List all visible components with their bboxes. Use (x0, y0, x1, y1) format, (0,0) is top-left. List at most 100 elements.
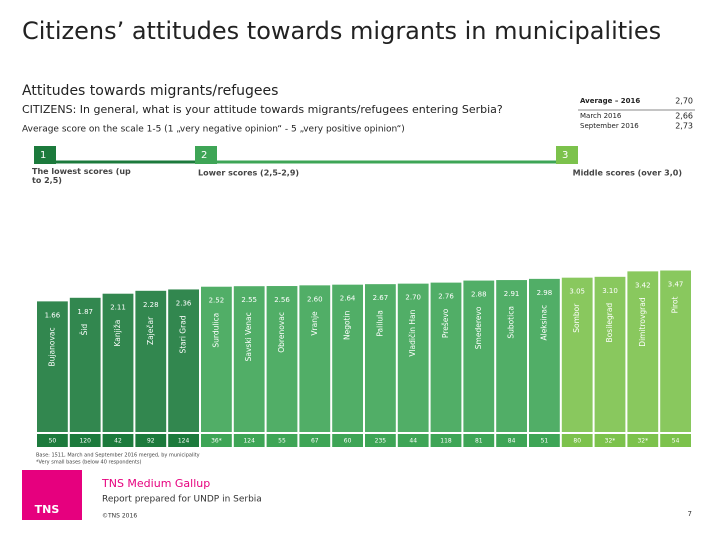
group-number: 2 (201, 150, 207, 161)
value-label: 2.70 (405, 294, 421, 302)
category-label: Šid (80, 324, 89, 336)
base-label: 42 (114, 438, 122, 445)
avg-label: September 2016 (580, 122, 639, 130)
category-label: Preševo (441, 308, 450, 338)
base-label: 124 (178, 438, 190, 445)
base-label: 54 (672, 438, 680, 445)
base-cell (365, 434, 396, 447)
value-label: 2.67 (373, 294, 389, 302)
bar (102, 293, 134, 432)
bar (430, 282, 462, 432)
bar (365, 284, 396, 432)
base-cell (332, 434, 363, 447)
category-label: Stari Grad (179, 315, 188, 353)
base-cell (266, 434, 298, 447)
base-cell (430, 434, 462, 447)
base-label: 81 (475, 438, 483, 445)
value-label: 2.76 (438, 293, 454, 301)
base-note: Base: 1511, March and September 2016 mer… (36, 453, 200, 459)
base-label: 51 (541, 438, 549, 445)
base-cell (299, 434, 331, 447)
value-label: 1.66 (45, 311, 61, 319)
logo (22, 470, 82, 520)
category-label: Pirot (671, 296, 680, 313)
avg-value: 2,70 (675, 97, 693, 106)
base-label: 118 (440, 438, 452, 445)
base-label: 55 (278, 438, 286, 445)
base-cell (496, 434, 527, 447)
bar (266, 286, 298, 432)
category-label: Sombor (572, 303, 581, 333)
bar (627, 271, 659, 432)
value-label: 2.91 (504, 290, 520, 298)
category-label: Smederevo (474, 306, 483, 349)
scale-note: Average score on the scale 1-5 (1 „very … (22, 125, 405, 135)
avg-value: 2,66 (675, 112, 693, 121)
value-label: 2.28 (143, 301, 159, 309)
copyright: ©TNS 2016 (102, 513, 137, 520)
question: CITIZENS: In general, what is your attit… (22, 103, 503, 116)
group-label: The lowest scores (up to 2,5) (32, 167, 131, 185)
group-number: 1 (40, 150, 46, 161)
base-cell (233, 434, 265, 447)
bar (529, 278, 560, 432)
base-cell (660, 434, 691, 447)
base-label: 36* (211, 438, 222, 445)
category-label: Palilula (375, 310, 384, 336)
bar (397, 283, 429, 432)
value-label: 2.56 (274, 296, 290, 304)
base-cell (37, 434, 68, 447)
report: Report prepared for UNDP in Serbia (102, 495, 262, 505)
base-cell (561, 434, 593, 447)
base-cell (69, 434, 101, 447)
base-label: 67 (311, 438, 319, 445)
bar (463, 280, 495, 432)
category-label: Kanjiža (113, 320, 122, 347)
base-label: 50 (49, 438, 57, 445)
bar (69, 297, 101, 432)
category-label: Vladičin Han (408, 309, 417, 356)
value-label: 2.36 (176, 299, 192, 307)
base-label: 60 (344, 438, 352, 445)
category-label: Aleksinac (539, 305, 548, 341)
group-badge (556, 146, 578, 164)
base-cell (168, 434, 199, 447)
value-label: 2.52 (209, 297, 225, 305)
avg-label: March 2016 (580, 112, 622, 120)
base-label: 120 (79, 438, 91, 445)
category-label: Zaječar (146, 316, 155, 345)
bar (561, 277, 593, 432)
bar (332, 284, 363, 432)
bar (496, 280, 527, 432)
category-label: Surdulica (211, 313, 220, 348)
category-label: Negotin (343, 310, 352, 340)
value-label: 2.55 (241, 296, 257, 304)
base-label: 32* (637, 438, 648, 445)
category-label: Vranje (310, 311, 319, 336)
value-label: 2.88 (471, 291, 487, 299)
base-cell (135, 434, 167, 447)
base-label: 80 (573, 438, 581, 445)
bar (201, 286, 232, 432)
value-label: 2.64 (340, 295, 356, 303)
base-cell (102, 434, 134, 447)
value-label: 3.42 (635, 281, 651, 289)
group-label: Lower scores (2,5-2,9) (198, 169, 299, 178)
company: TNS Medium Gallup (101, 477, 210, 490)
base-cell (201, 434, 232, 447)
small-note: *Very small bases (below 40 respondents) (36, 460, 142, 466)
page-number: 7 (688, 510, 692, 518)
bar (168, 289, 199, 432)
bar (299, 285, 331, 432)
base-cell (397, 434, 429, 447)
bar (660, 270, 691, 432)
category-label: Savski Venac (244, 312, 253, 361)
base-cell (594, 434, 626, 447)
category-label: Obrenovac (277, 312, 286, 353)
base-label: 235 (375, 438, 387, 445)
value-label: 1.87 (77, 308, 93, 316)
base-cell (627, 434, 659, 447)
group-label: Middle scores (over 3,0) (573, 169, 682, 178)
